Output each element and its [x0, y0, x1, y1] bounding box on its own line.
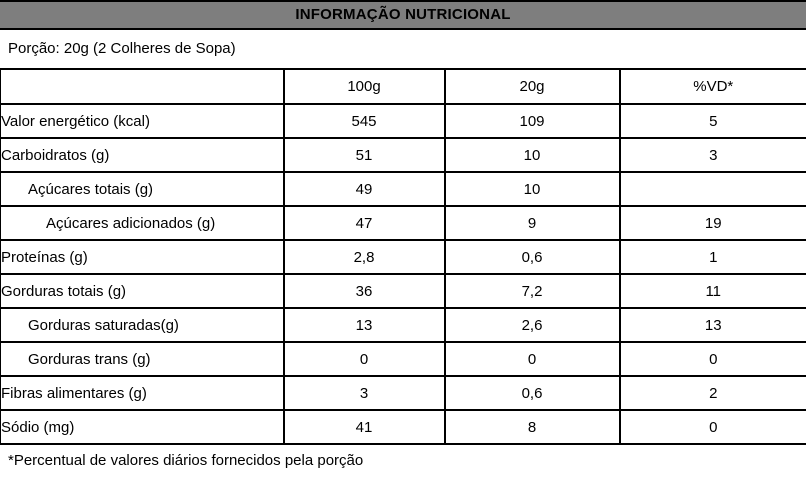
value-20g: 10: [443, 137, 621, 173]
table-row: Açúcares adicionados (g) 47 9 19: [0, 205, 806, 241]
value-vd: 3: [618, 137, 806, 173]
column-header-100g: 100g: [282, 68, 446, 105]
table-row: Gorduras totais (g) 36 7,2 11: [0, 273, 806, 309]
nutrient-label: Carboidratos (g): [0, 137, 285, 173]
value-vd: 19: [618, 205, 806, 241]
column-header-20g: 20g: [443, 68, 621, 105]
value-100g: 13: [282, 307, 446, 343]
table-row: Gorduras trans (g) 0 0 0: [0, 341, 806, 377]
value-100g: 0: [282, 341, 446, 377]
value-20g: 7,2: [443, 273, 621, 309]
nutrition-title: INFORMAÇÃO NUTRICIONAL: [295, 6, 511, 23]
value-vd: [618, 171, 806, 207]
value-20g: 2,6: [443, 307, 621, 343]
value-vd: 11: [618, 273, 806, 309]
daily-values-footnote: *Percentual de valores diários fornecido…: [8, 452, 364, 469]
table-row: Fibras alimentares (g) 3 0,6 2: [0, 375, 806, 411]
nutrient-label: Açúcares totais (g): [0, 171, 285, 207]
value-vd: 2: [618, 375, 806, 411]
value-20g: 0,6: [443, 239, 621, 275]
nutrient-label: Fibras alimentares (g): [0, 375, 285, 411]
value-vd: 0: [618, 409, 806, 445]
value-20g: 0: [443, 341, 621, 377]
nutrient-label: Valor energético (kcal): [0, 103, 285, 139]
nutrient-label: Gorduras trans (g): [0, 341, 285, 377]
nutrition-table: 100g 20g %VD* Valor energético (kcal) 54…: [0, 68, 806, 445]
value-100g: 36: [282, 273, 446, 309]
value-100g: 47: [282, 205, 446, 241]
nutrient-label: Açúcares adicionados (g): [0, 205, 285, 241]
value-100g: 51: [282, 137, 446, 173]
value-100g: 41: [282, 409, 446, 445]
value-vd: 1: [618, 239, 806, 275]
value-100g: 49: [282, 171, 446, 207]
table-row: Valor energético (kcal) 545 109 5: [0, 103, 806, 139]
value-100g: 3: [282, 375, 446, 411]
table-row: Açúcares totais (g) 49 10: [0, 171, 806, 207]
value-20g: 10: [443, 171, 621, 207]
table-row: Carboidratos (g) 51 10 3: [0, 137, 806, 173]
nutrition-title-bar: INFORMAÇÃO NUTRICIONAL: [0, 0, 806, 30]
table-row: Sódio (mg) 41 8 0: [0, 409, 806, 445]
serving-size-row: Porção: 20g (2 Colheres de Sopa): [0, 30, 806, 68]
column-header-vd: %VD*: [618, 68, 806, 105]
table-row: Proteínas (g) 2,8 0,6 1: [0, 239, 806, 275]
value-20g: 0,6: [443, 375, 621, 411]
value-100g: 2,8: [282, 239, 446, 275]
nutrient-label: Gorduras totais (g): [0, 273, 285, 309]
value-20g: 109: [443, 103, 621, 139]
nutrient-label: Sódio (mg): [0, 409, 285, 445]
value-100g: 545: [282, 103, 446, 139]
value-20g: 9: [443, 205, 621, 241]
table-row: Gorduras saturadas(g) 13 2,6 13: [0, 307, 806, 343]
nutrient-label: Gorduras saturadas(g): [0, 307, 285, 343]
value-vd: 5: [618, 103, 806, 139]
column-header-blank: [0, 68, 285, 105]
table-header-row: 100g 20g %VD*: [0, 68, 806, 105]
serving-size-text: Porção: 20g (2 Colheres de Sopa): [8, 40, 236, 57]
value-vd: 13: [618, 307, 806, 343]
value-vd: 0: [618, 341, 806, 377]
value-20g: 8: [443, 409, 621, 445]
nutrient-label: Proteínas (g): [0, 239, 285, 275]
